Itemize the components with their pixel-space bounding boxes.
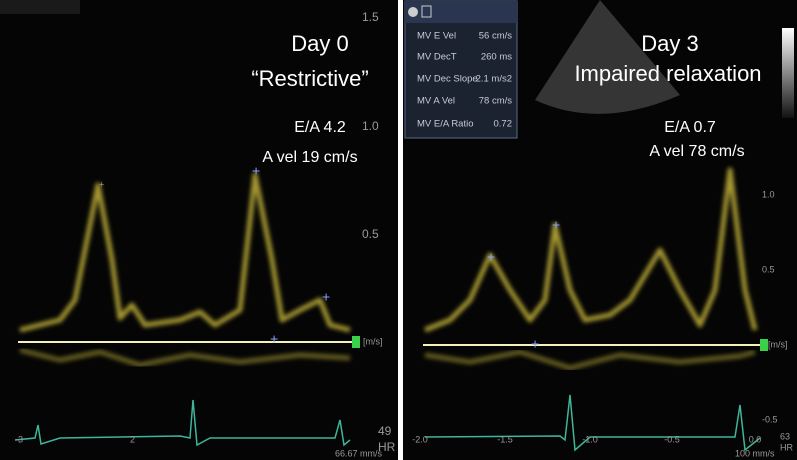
measurement-label: MV E Vel xyxy=(417,31,456,42)
ecg-trace xyxy=(14,399,351,447)
unit: [m/s] xyxy=(768,339,788,349)
cursor: + xyxy=(487,249,495,265)
cursor: + xyxy=(322,289,330,305)
ea-ratio: E/A 0.7 xyxy=(664,119,716,136)
time-tick: -0.5 xyxy=(664,434,680,444)
doppler-flow xyxy=(19,172,351,333)
measurement-label: MV Dec Slope xyxy=(417,74,478,85)
panel-title: Day 0 xyxy=(291,31,348,56)
hr-label: HR xyxy=(780,442,793,452)
cursor: + xyxy=(531,336,539,352)
panel-subtitle: Impaired relaxation xyxy=(574,61,761,86)
time-tick: -1.5 xyxy=(497,434,513,444)
time-tick: -3 xyxy=(15,434,23,444)
hr-label: HR xyxy=(378,440,396,454)
time-tick: -2.0 xyxy=(412,434,428,444)
scale-label: 1.0 xyxy=(762,189,775,199)
time-tick: 0.0 xyxy=(749,434,762,444)
scale-label: -0.5 xyxy=(762,414,778,424)
baseline-marker xyxy=(352,336,360,348)
scale-label: 0.5 xyxy=(362,227,379,241)
echo-sector xyxy=(535,0,680,114)
measurement-value: 0.72 xyxy=(494,119,513,130)
doppler-flow xyxy=(424,167,758,333)
doppler-flow-lower xyxy=(424,349,756,371)
doppler-flow-lower xyxy=(19,347,351,368)
icon xyxy=(408,7,418,17)
panel-title: Day 3 xyxy=(641,31,698,56)
ea-ratio: E/A 4.2 xyxy=(294,119,346,136)
measurement-value: 78 cm/s xyxy=(479,96,513,107)
measurement-label: MV DecT xyxy=(417,52,457,63)
time-tick: -1.0 xyxy=(582,434,598,444)
icon xyxy=(421,5,432,18)
cursor: + xyxy=(252,163,260,179)
heart-rate: 63 xyxy=(780,431,790,441)
sweep-speed: 66.67 mm/s xyxy=(335,448,383,458)
cursor: + xyxy=(99,179,104,189)
measurement-value: 2.1 m/s2 xyxy=(476,74,512,85)
gray-scale-bar xyxy=(782,28,794,118)
scale-label: 0.5 xyxy=(762,264,775,274)
panel-subtitle: “Restrictive” xyxy=(251,66,368,91)
scale-label: 1.5 xyxy=(362,10,379,24)
measurement-label: MV E/A Ratio xyxy=(417,119,474,130)
measurement-label: MV A Vel xyxy=(417,96,455,107)
measurement-value: 56 cm/s xyxy=(479,31,513,42)
left-panel xyxy=(0,0,398,460)
measurement-header xyxy=(405,1,517,23)
ecg-trace xyxy=(424,394,761,452)
baseline-marker xyxy=(760,339,768,351)
a-velocity: A vel 19 cm/s xyxy=(262,149,357,166)
scale-label: 1.0 xyxy=(362,119,379,133)
cursor: + xyxy=(270,331,278,347)
a-velocity: A vel 78 cm/s xyxy=(649,143,744,160)
cursor: + xyxy=(552,217,560,233)
measurement-box xyxy=(404,0,518,139)
heart-rate: 49 xyxy=(378,424,392,438)
sweep-speed: 100 mm/s xyxy=(735,448,775,458)
unit: [m/s] xyxy=(363,336,383,346)
header-strip xyxy=(0,0,80,14)
time-tick: 2 xyxy=(130,434,135,444)
measurement-value: 260 ms xyxy=(481,52,512,63)
